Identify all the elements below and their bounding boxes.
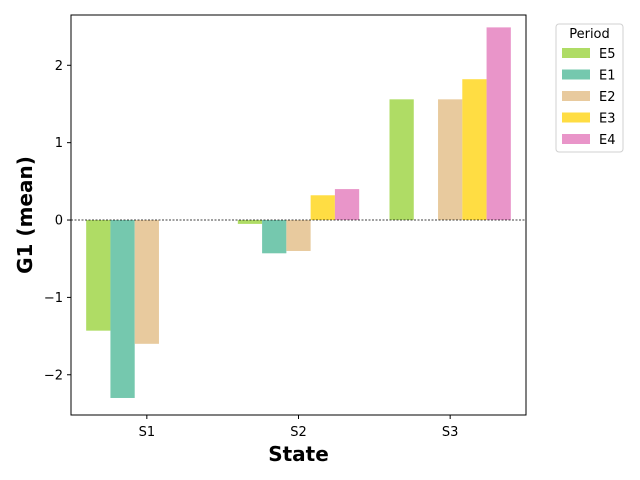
- legend-swatch-e3: [562, 112, 590, 123]
- legend-label-e5: E5: [599, 47, 616, 62]
- x-tick-label: S2: [290, 425, 307, 440]
- legend-swatch-e1: [562, 69, 590, 80]
- x-tick-label: S1: [139, 425, 156, 440]
- y-tick-label: 1: [55, 136, 63, 151]
- bar-e5-s3: [389, 99, 414, 221]
- legend-title: Period: [569, 27, 610, 42]
- y-tick-label: 0: [55, 214, 63, 229]
- legend-label-e2: E2: [599, 90, 616, 105]
- bar-e4-s3: [486, 27, 511, 221]
- bar-e2-s1: [134, 220, 159, 344]
- legend-label-e3: E3: [599, 112, 616, 127]
- y-tick-label: −2: [44, 368, 63, 383]
- legend-swatch-e4: [562, 134, 590, 144]
- bar-e3-s3: [462, 79, 487, 221]
- x-axis-label: State: [268, 442, 329, 466]
- x-tick-label: S3: [442, 425, 459, 440]
- bar-e3-s2: [310, 195, 335, 221]
- bar-e1-s2: [262, 220, 287, 254]
- x-axis: S1 S2 S3: [139, 415, 459, 440]
- bar-e2-s2: [286, 220, 311, 251]
- legend-swatch-e5: [562, 48, 590, 58]
- legend-swatch-e2: [562, 91, 590, 101]
- bar-e5-s2: [237, 220, 263, 224]
- bars-layer: [86, 27, 511, 398]
- y-axis: −2 −1 0 1 2: [44, 59, 71, 383]
- legend-label-e4: E4: [599, 133, 616, 148]
- bar-e1-s1: [110, 220, 135, 398]
- y-tick-label: −1: [44, 291, 63, 306]
- legend-label-e1: E1: [599, 69, 616, 84]
- y-axis-label: G1 (mean): [13, 156, 37, 274]
- y-tick-label: 2: [55, 59, 63, 74]
- bar-e2-s3: [438, 99, 463, 221]
- bar-e5-s1: [86, 220, 111, 331]
- legend: Period E5 E1 E2 E3 E4: [555, 23, 624, 153]
- bar-e4-s2: [334, 189, 360, 221]
